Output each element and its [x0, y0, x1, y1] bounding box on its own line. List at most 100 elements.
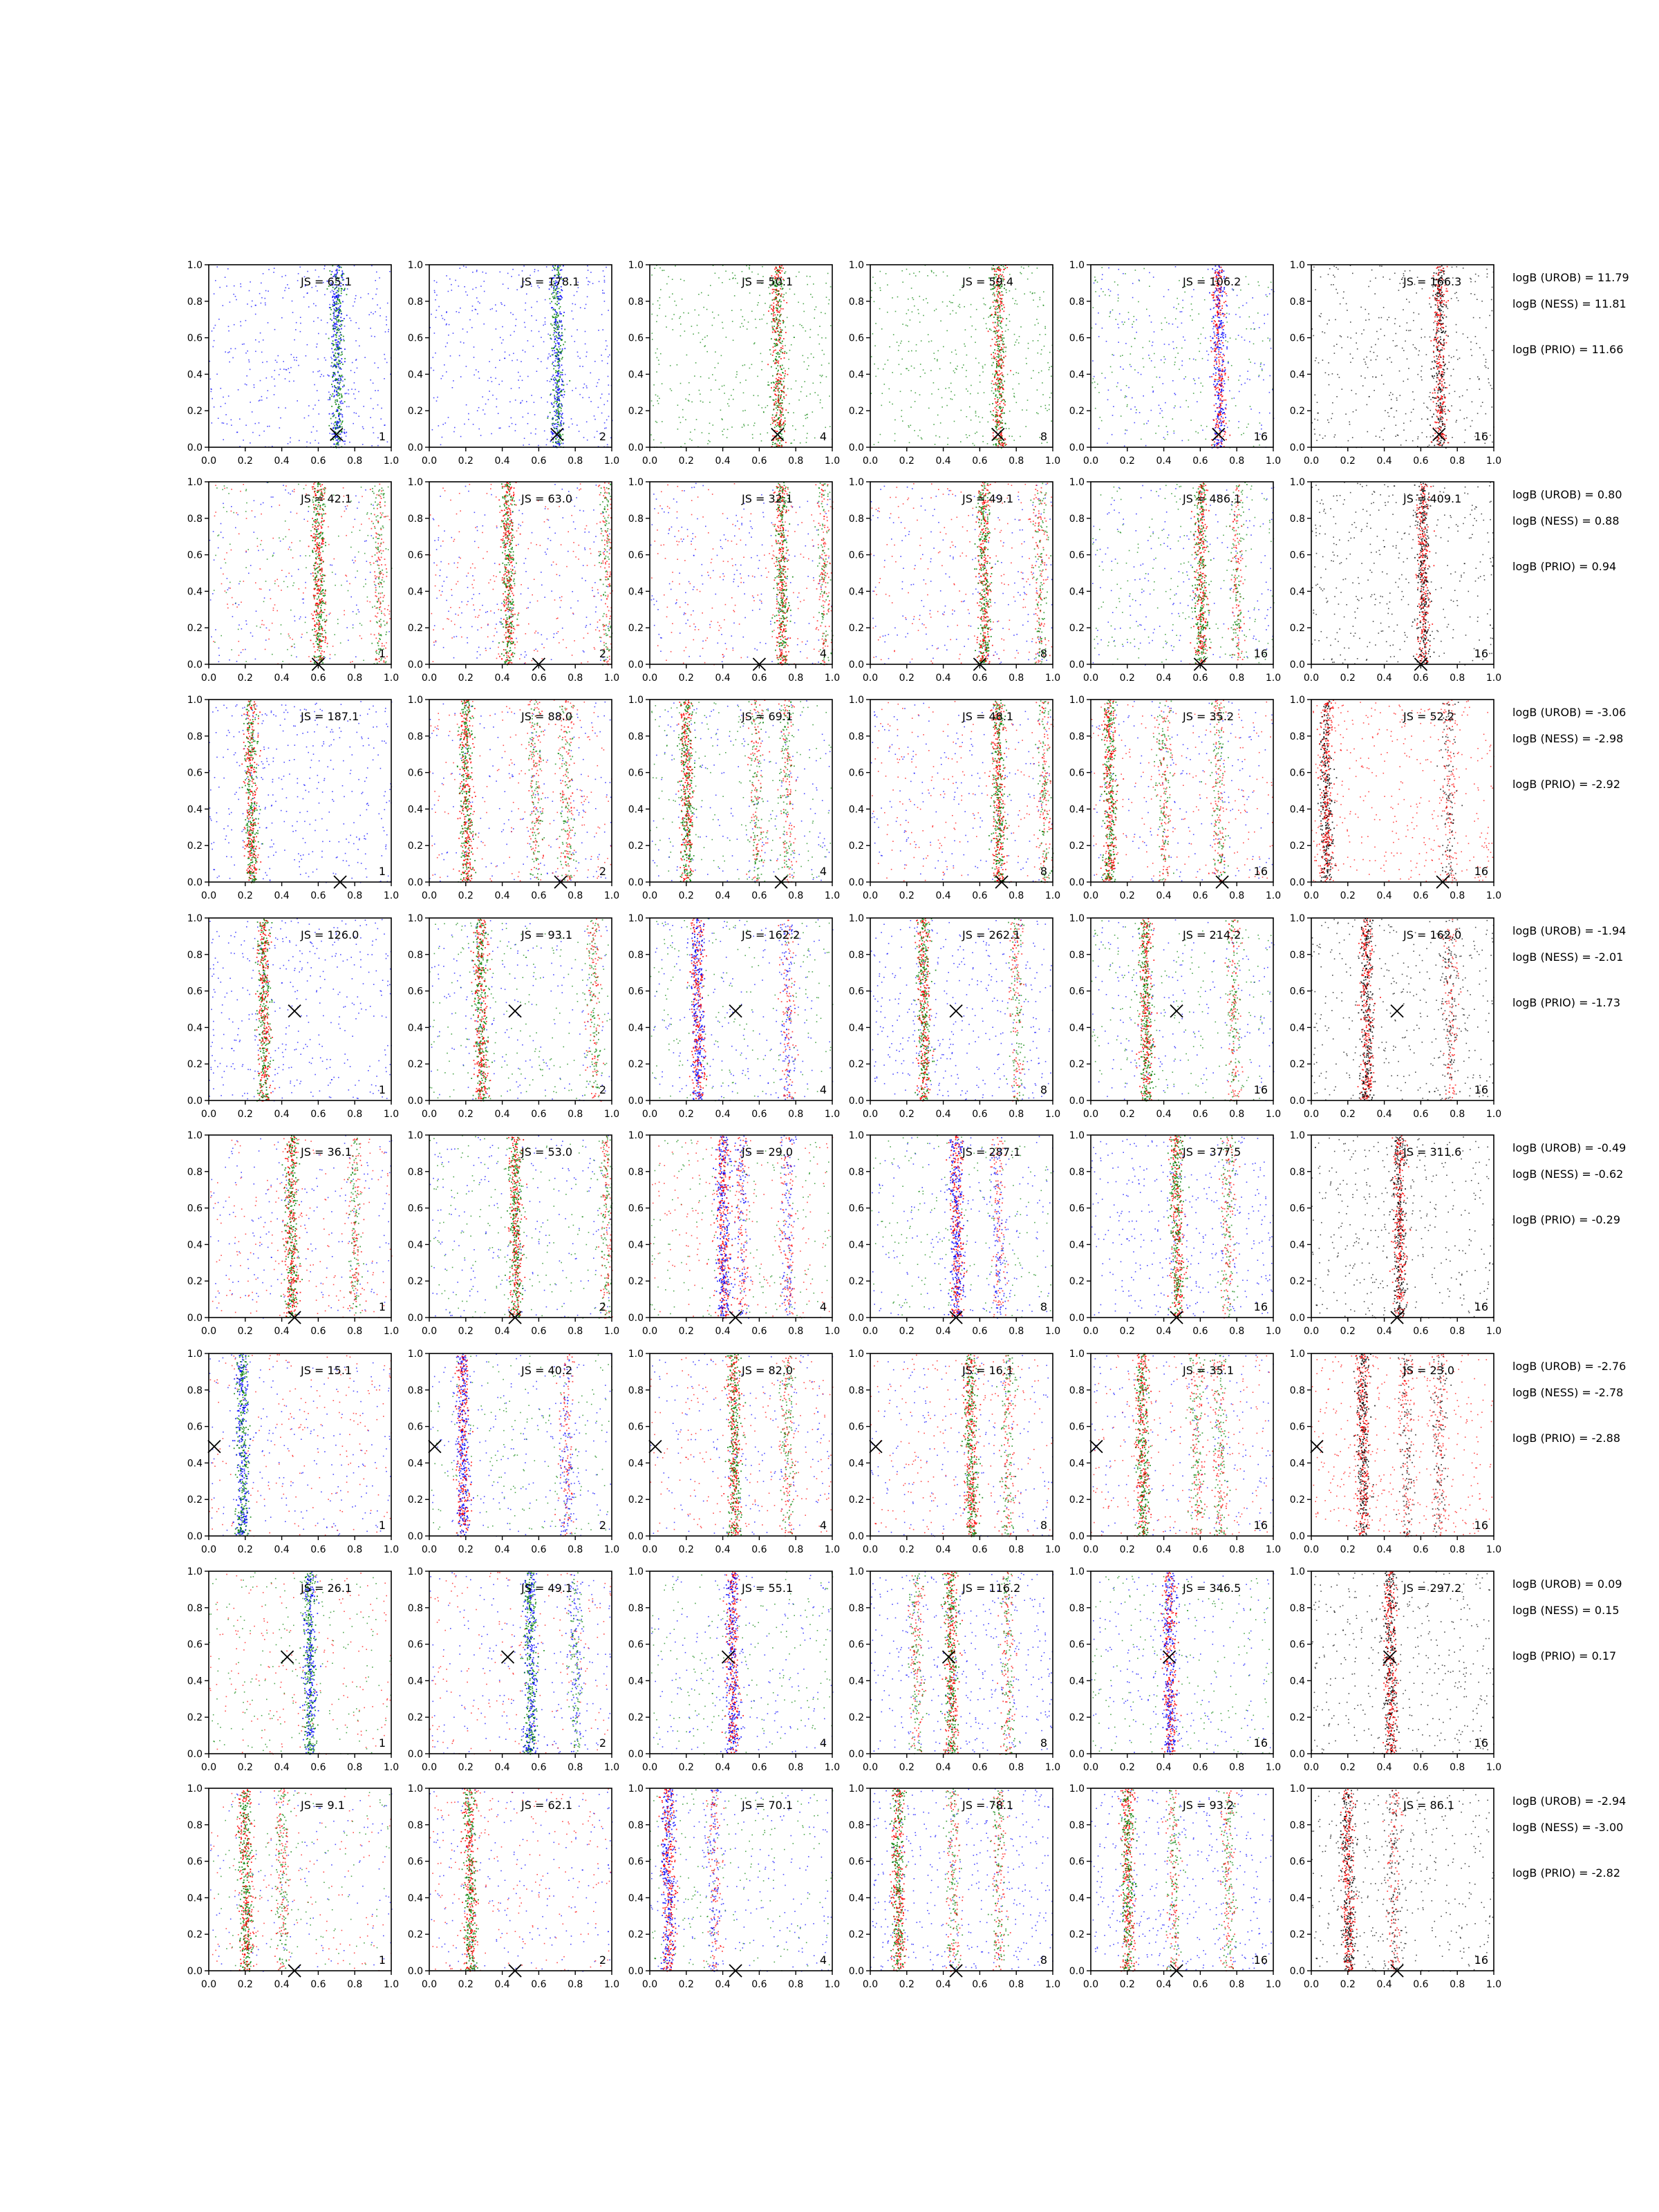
scatter-point: [1217, 413, 1219, 415]
scatter-point: [1375, 376, 1377, 378]
scatter-point: [908, 425, 910, 427]
scatter-point: [561, 350, 563, 353]
scatter-point: [1239, 375, 1241, 377]
scatter-point: [802, 355, 804, 357]
scatter-point: [1223, 360, 1224, 362]
scatter-point: [1138, 280, 1141, 282]
scatter-point: [999, 420, 1000, 422]
scatter-point: [1389, 279, 1391, 280]
scatter-point: [483, 290, 485, 292]
scatter-point: [776, 290, 777, 291]
scatter-point: [279, 368, 281, 370]
scatter-point: [1002, 445, 1004, 447]
scatter-point: [1217, 415, 1219, 418]
scatter-point: [1188, 439, 1190, 441]
scatter-point: [779, 403, 781, 405]
scatter-point: [999, 386, 1000, 387]
scatter-point: [233, 293, 234, 295]
scatter-point: [332, 335, 335, 337]
scatter-point: [329, 399, 331, 400]
target-marker-stroke: [991, 427, 1005, 442]
scatter-point: [336, 409, 338, 411]
scatter-point: [953, 294, 955, 296]
scatter-point: [340, 409, 342, 411]
scatter-point: [324, 268, 325, 270]
scatter-point: [1146, 308, 1147, 310]
scatter-point: [779, 423, 781, 425]
scatter-point: [287, 443, 289, 444]
scatter-point: [786, 317, 788, 319]
scatter-point: [330, 418, 332, 420]
scatter-point: [1221, 305, 1224, 307]
scatter-point: [1217, 443, 1219, 445]
scatter-point: [560, 434, 562, 436]
scatter-point: [997, 390, 999, 392]
scatter-point: [772, 318, 774, 319]
scatter-point: [742, 410, 744, 412]
scatter-point: [995, 299, 997, 301]
scatter-point: [1132, 324, 1133, 325]
scatter-point: [333, 305, 335, 306]
scatter-point: [1447, 308, 1449, 310]
scatter-point: [1313, 266, 1315, 268]
scatter-point: [776, 360, 777, 362]
scatter-point: [785, 373, 786, 375]
scatter-point: [1226, 295, 1228, 297]
scatter-point: [997, 268, 999, 270]
scatter-point: [781, 340, 783, 342]
scatter-point: [1217, 315, 1218, 317]
scatter-point: [996, 281, 997, 283]
scatter-point: [807, 417, 808, 418]
scatter-point: [1200, 333, 1202, 335]
scatter-point: [243, 343, 245, 345]
scatter-point: [782, 345, 784, 347]
scatter-point: [737, 282, 738, 284]
scatter-point: [997, 308, 998, 310]
scatter-point: [783, 279, 785, 281]
scatter-point: [1218, 347, 1220, 349]
scatter-point: [1212, 317, 1215, 319]
scatter-point: [330, 309, 332, 310]
scatter-point: [341, 328, 342, 330]
scatter-point: [813, 357, 814, 358]
scatter-point: [774, 363, 776, 364]
scatter-point: [1005, 324, 1007, 326]
scatter-point: [1224, 288, 1225, 290]
scatter-point: [339, 427, 341, 428]
scatter-point: [1246, 328, 1248, 330]
scatter-point: [776, 414, 778, 416]
scatter-point: [897, 350, 899, 351]
scatter-point: [1203, 299, 1206, 301]
scatter-point: [731, 310, 733, 311]
scatter-point: [1000, 433, 1002, 435]
scatter-point: [1212, 337, 1214, 339]
scatter-point: [337, 421, 339, 423]
scatter-point: [552, 417, 554, 419]
scatter-point: [778, 293, 780, 294]
scatter-point: [780, 422, 781, 424]
scatter-point: [1217, 340, 1219, 341]
scatter-point: [774, 339, 776, 340]
scatter-point: [341, 396, 343, 398]
scatter-point: [553, 368, 555, 370]
scatter-point: [1221, 402, 1223, 404]
scatter-point: [556, 396, 558, 398]
scatter-point: [993, 285, 995, 287]
scatter-point: [529, 281, 531, 283]
scatter-point: [1009, 435, 1011, 437]
scatter-point: [564, 328, 566, 330]
scatter-point: [1367, 431, 1369, 433]
scatter-point: [572, 303, 574, 305]
scatter-point: [821, 337, 823, 339]
scatter-point: [307, 270, 308, 272]
scatter-point: [341, 414, 344, 416]
scatter-point: [1221, 438, 1222, 440]
scatter-point: [1001, 359, 1003, 362]
scatter-point: [1224, 425, 1226, 427]
scatter-point: [693, 333, 694, 335]
scatter-point: [552, 315, 554, 317]
scatter-point: [261, 395, 263, 397]
scatter-point: [820, 382, 821, 384]
scatter-point: [213, 327, 215, 329]
scatter-point: [781, 411, 783, 413]
